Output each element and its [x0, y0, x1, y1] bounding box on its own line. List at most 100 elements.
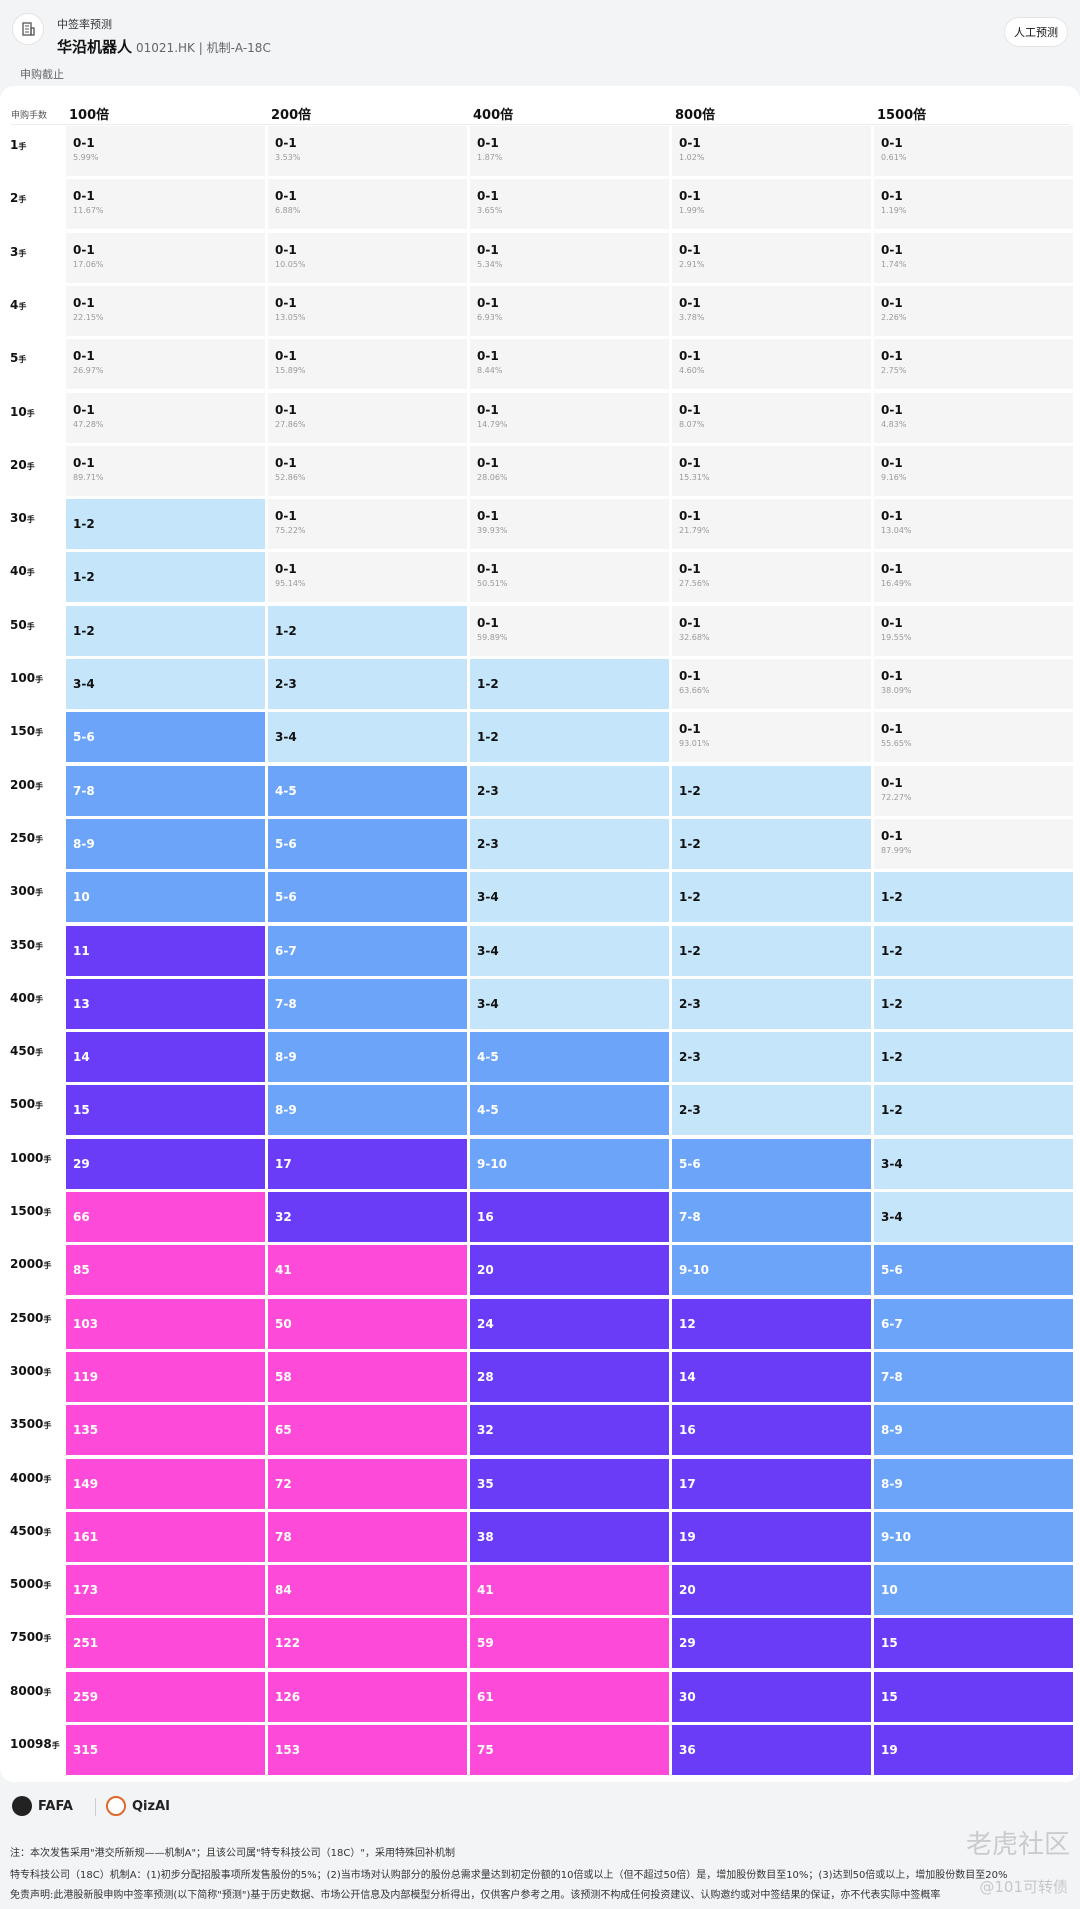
allotment-cell: 4-5	[470, 1032, 669, 1083]
allotment-probability: 1.87%	[477, 153, 503, 162]
manual-predict-button[interactable]: 人工预测	[1004, 17, 1068, 47]
allotment-lots: 0-1	[477, 349, 499, 364]
brand-divider	[95, 1798, 96, 1816]
allotment-lots: 5-6	[679, 1156, 701, 1171]
row-lot-count: 400	[10, 990, 36, 1005]
row-lot-count: 450	[10, 1044, 36, 1059]
allotment-cell: 0-1 1.99%	[672, 179, 871, 230]
allotment-lots: 9-10	[881, 1529, 912, 1544]
allotment-cell: 75	[470, 1725, 669, 1775]
allotment-lots: 1-2	[679, 890, 701, 905]
allotment-cell: 0-1 5.34%	[470, 232, 669, 283]
allotment-lots: 5-6	[275, 836, 297, 851]
allotment-lots: 0-1	[881, 402, 903, 417]
table-row: 1000手 29 17 9-10 5-6 3-4	[0, 1138, 1080, 1192]
allotment-lots: 0-1	[679, 295, 701, 310]
row-lot-label: 1000手	[10, 1151, 51, 1165]
allotment-lots: 0-1	[477, 615, 499, 630]
table-row: 4500手 161 78 38 19 9-10	[0, 1511, 1080, 1565]
allotment-cell: 65	[268, 1405, 467, 1456]
table-row: 4000手 149 72 35 17 8-9	[0, 1458, 1080, 1512]
allotment-cell: 149	[66, 1458, 265, 1509]
allotment-lots: 0-1	[881, 136, 903, 150]
allotment-table-card: 申购手数 100倍 200倍 400倍 800倍 1500倍 1手 0-1 5.99…	[0, 86, 1080, 1782]
stock-title: 华沿机器人 01021.HK | 机制-A-18C	[57, 36, 271, 57]
allotment-lots: 41	[275, 1263, 292, 1278]
allotment-cell: 29	[672, 1618, 871, 1669]
allotment-lots: 2-3	[275, 677, 297, 691]
allotment-cell: 0-1 6.93%	[470, 285, 669, 336]
building-icon	[12, 13, 44, 45]
allotment-probability: 27.86%	[275, 419, 306, 429]
allotment-cell: 0-1 1.02%	[672, 126, 871, 176]
allotment-lots: 84	[275, 1583, 292, 1598]
allotment-lots: 0-1	[881, 242, 903, 257]
allotment-cell: 1-2	[470, 712, 669, 763]
row-lot-label: 7500手	[10, 1630, 51, 1644]
allotment-lots: 0-1	[679, 402, 701, 417]
allotment-cell: 1-2	[874, 1032, 1073, 1083]
allotment-cell: 0-1 1.19%	[874, 179, 1073, 230]
allotment-cell: 119	[66, 1351, 265, 1402]
row-lot-label: 5手	[10, 351, 26, 365]
table-row: 450手 14 8-9 4-5 2-3 1-2	[0, 1032, 1080, 1085]
allotment-probability: 1.19%	[881, 206, 907, 216]
allotment-cell: 16	[470, 1192, 669, 1242]
row-lot-unit: 手	[26, 621, 35, 631]
allotment-cell: 0-1 50.51%	[470, 552, 669, 603]
table-row: 2手 0-1 11.67% 0-1 6.88% 0-1 3.65% 0-1 1.99% 0-1 1.…	[0, 179, 1080, 232]
allotment-lots: 149	[73, 1476, 99, 1491]
allotment-lots: 35	[477, 1476, 494, 1491]
allotment-lots: 29	[679, 1636, 696, 1651]
header-divider	[11, 124, 1069, 125]
row-lot-count: 100	[10, 671, 36, 685]
allotment-lots: 58	[275, 1369, 292, 1384]
row-lot-label: 100手	[10, 671, 43, 685]
allotment-probability: 17.06%	[73, 259, 104, 269]
row-lot-count: 20	[10, 457, 27, 472]
allotment-lots: 0-1	[73, 455, 95, 470]
allotment-lots: 4-5	[275, 783, 297, 798]
allotment-lots: 122	[275, 1636, 301, 1651]
allotment-lots: 19	[679, 1529, 696, 1544]
allotment-lots: 0-1	[881, 615, 903, 630]
allotment-probability: 19.55%	[881, 632, 912, 642]
row-lot-label: 4500手	[10, 1524, 51, 1538]
allotment-lots: 153	[275, 1743, 301, 1757]
allotment-cell: 0-1 39.93%	[470, 499, 669, 550]
allotment-cell: 0-1 13.04%	[874, 499, 1073, 550]
table-row: 10098手 315 153 75 36 19	[0, 1725, 1080, 1778]
row-lot-unit: 手	[35, 1048, 44, 1058]
allotment-cell: 84	[268, 1565, 467, 1616]
panda-icon	[12, 1796, 32, 1816]
table-row: 250手 8-9 5-6 2-3 1-2 0-1 87.99%	[0, 818, 1080, 872]
allotment-probability: 13.04%	[881, 526, 912, 536]
allotment-probability: 38.09%	[881, 686, 912, 695]
allotment-cell: 3-4	[470, 925, 669, 976]
row-lot-unit: 手	[35, 941, 44, 951]
allotment-cell: 17	[268, 1138, 467, 1189]
allotment-lots: 14	[679, 1369, 696, 1384]
row-lot-unit: 手	[43, 1421, 52, 1431]
allotment-lots: 1-2	[679, 943, 701, 958]
row-lot-unit: 手	[35, 994, 44, 1004]
row-lot-label: 5000手	[10, 1577, 51, 1591]
allotment-cell: 2-3	[268, 659, 467, 709]
allotment-lots: 24	[477, 1316, 494, 1331]
allotment-cell: 0-1 3.78%	[672, 285, 871, 336]
row-lot-unit: 手	[18, 355, 27, 365]
allotment-probability: 1.74%	[881, 259, 907, 269]
table-row: 350手 11 6-7 3-4 1-2 1-2	[0, 925, 1080, 979]
allotment-cell: 24	[470, 1298, 669, 1349]
allotment-cell: 0-1 87.99%	[874, 818, 1073, 869]
allotment-probability: 6.88%	[275, 206, 301, 216]
allotment-probability: 3.78%	[679, 312, 705, 322]
allotment-probability: 15.89%	[275, 366, 306, 376]
allotment-cell: 0-1 3.65%	[470, 179, 669, 230]
footer-rule-note: 特专科技公司（18C）机制A：(1)初步分配招股事项所发售股份的5%；(2)当市…	[10, 1870, 1008, 1881]
allotment-cell: 13	[66, 978, 265, 1029]
column-header-1500x: 1500倍	[877, 108, 927, 123]
allotment-lots: 0-1	[881, 722, 903, 737]
row-lot-unit: 手	[26, 408, 35, 418]
allotment-cell: 8-9	[874, 1405, 1073, 1456]
